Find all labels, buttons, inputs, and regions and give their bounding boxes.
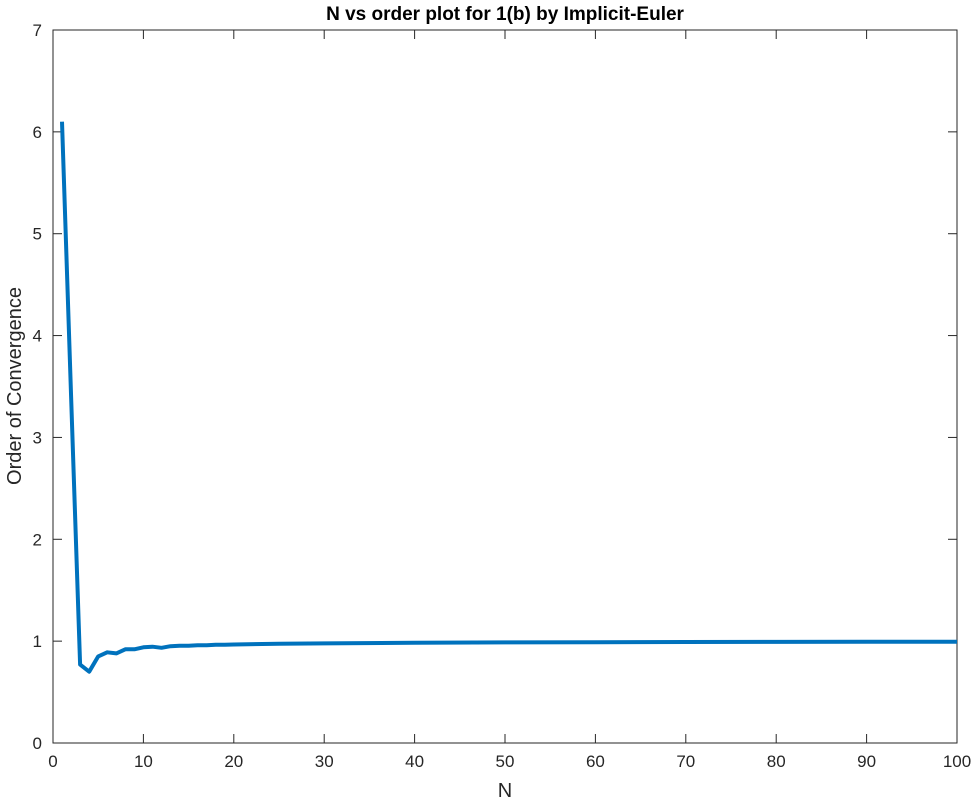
x-tick-label: 80 [767,752,786,771]
series-line [60,121,958,674]
y-tick-label: 4 [33,327,42,346]
y-tick-label: 3 [33,428,42,447]
x-axis-label: N [498,780,512,802]
chart-title: N vs order plot for 1(b) by Implicit-Eul… [326,4,684,25]
x-tick-label: 30 [315,752,334,771]
plot-area: 0 10 20 30 40 50 60 70 80 90 100 0 1 2 3 4 5 6 7 [33,21,972,771]
y-tick-label: 2 [33,530,42,549]
y-tick-label: 6 [33,123,42,142]
x-tick-label: 90 [857,752,876,771]
x-tick-label: 10 [134,752,153,771]
y-tick-label: 1 [33,632,42,651]
x-tick-label: 70 [676,752,695,771]
x-tick-label: 20 [224,752,243,771]
x-tick-label: 40 [405,752,424,771]
x-tick-label: 100 [943,752,971,771]
x-tick-label: 50 [496,752,515,771]
y-tick-label: 5 [33,225,42,244]
x-tick-label: 60 [586,752,605,771]
axes-box [52,29,958,744]
y-axis-label: Order of Convergence [4,287,26,485]
y-tick-label: 0 [33,734,42,753]
y-tick-label: 7 [33,21,42,40]
x-tick-label: 0 [48,752,57,771]
